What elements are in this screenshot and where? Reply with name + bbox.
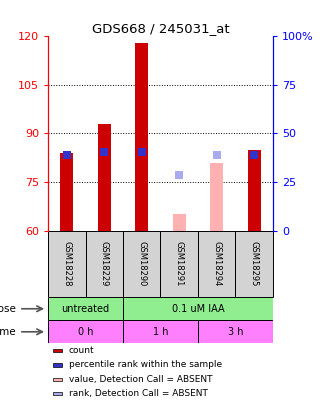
- Text: 1 h: 1 h: [153, 327, 168, 337]
- Bar: [86, 230, 123, 297]
- Text: 0.1 uM IAA: 0.1 uM IAA: [172, 304, 224, 314]
- Bar: [53, 363, 62, 367]
- Text: 3 h: 3 h: [228, 327, 243, 337]
- Text: GSM18228: GSM18228: [62, 241, 71, 287]
- Bar: [123, 297, 273, 320]
- Bar: [98, 124, 111, 230]
- Text: percentile rank within the sample: percentile rank within the sample: [69, 360, 222, 369]
- Bar: [210, 162, 223, 230]
- Bar: [198, 230, 235, 297]
- Text: GSM18229: GSM18229: [100, 241, 109, 287]
- Bar: [48, 320, 123, 343]
- Bar: [63, 151, 71, 159]
- Bar: [213, 151, 221, 159]
- Text: GDS668 / 245031_at: GDS668 / 245031_at: [92, 22, 229, 35]
- Bar: [198, 320, 273, 343]
- Bar: [160, 230, 198, 297]
- Bar: [53, 377, 62, 381]
- Bar: [100, 148, 108, 156]
- Text: GSM18291: GSM18291: [175, 241, 184, 287]
- Bar: [173, 214, 186, 230]
- Bar: [247, 150, 261, 230]
- Bar: [138, 148, 146, 156]
- Bar: [250, 151, 258, 159]
- Bar: [53, 349, 62, 352]
- Text: untreated: untreated: [62, 304, 110, 314]
- Bar: [235, 230, 273, 297]
- Text: GSM18295: GSM18295: [250, 241, 259, 287]
- Bar: [123, 320, 198, 343]
- Bar: [53, 392, 62, 395]
- Text: value, Detection Call = ABSENT: value, Detection Call = ABSENT: [69, 375, 212, 384]
- Bar: [60, 153, 74, 230]
- Text: 0 h: 0 h: [78, 327, 93, 337]
- Bar: [48, 297, 123, 320]
- Text: GSM18290: GSM18290: [137, 241, 146, 287]
- Text: count: count: [69, 346, 94, 355]
- Text: rank, Detection Call = ABSENT: rank, Detection Call = ABSENT: [69, 389, 208, 398]
- Bar: [48, 230, 86, 297]
- Bar: [175, 171, 183, 179]
- Bar: [123, 230, 160, 297]
- Text: GSM18294: GSM18294: [212, 241, 221, 287]
- Bar: [135, 43, 148, 230]
- Text: time: time: [0, 327, 17, 337]
- Text: dose: dose: [0, 304, 17, 314]
